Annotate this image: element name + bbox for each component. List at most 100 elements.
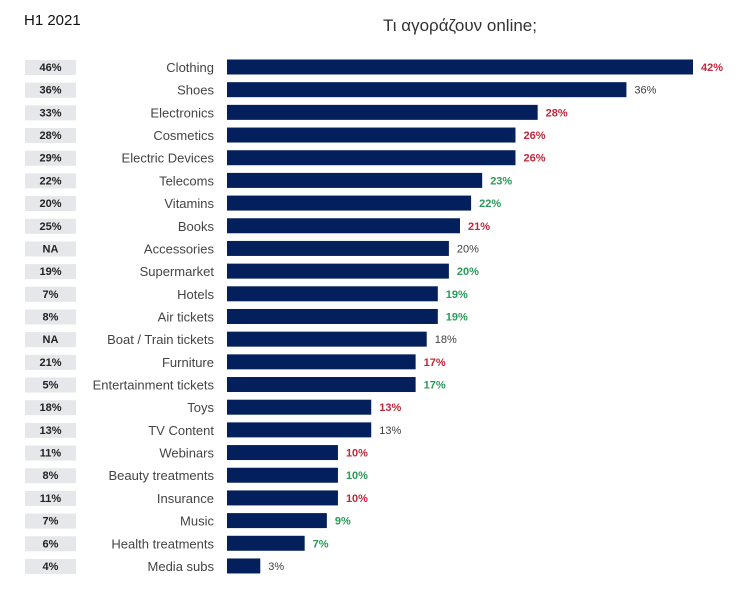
previous-value-label: 33% <box>39 107 61 119</box>
previous-value-box <box>25 196 76 212</box>
previous-value-box <box>25 445 76 461</box>
bar <box>227 127 516 143</box>
category-label: Hotels <box>177 287 214 302</box>
previous-value-box <box>25 490 76 506</box>
data-label: 21% <box>468 221 490 233</box>
bar <box>227 150 516 166</box>
bar <box>227 354 416 370</box>
category-label: Electronics <box>150 105 214 120</box>
previous-value-label: 11% <box>40 448 62 460</box>
previous-value-box <box>25 468 76 484</box>
previous-value-box <box>25 309 76 325</box>
data-label: 13% <box>379 425 401 437</box>
previous-value-label: NA <box>43 334 59 346</box>
previous-value-label: 13% <box>39 425 61 437</box>
category-label: Supermarket <box>140 264 215 279</box>
previous-value-box <box>25 354 76 370</box>
category-label: Electric Devices <box>122 151 215 166</box>
category-label: Health treatments <box>111 536 214 551</box>
category-label: Insurance <box>157 491 214 506</box>
data-label: 23% <box>490 175 512 187</box>
bar <box>227 59 693 75</box>
category-label: Webinars <box>159 446 214 461</box>
previous-value-label: 29% <box>39 153 61 165</box>
category-label: Vitamins <box>164 196 214 211</box>
previous-value-box <box>25 105 76 121</box>
previous-value-label: NA <box>43 243 59 255</box>
previous-value-label: 18% <box>39 402 61 414</box>
bar <box>227 195 472 211</box>
bar <box>227 467 338 483</box>
previous-value-box <box>25 241 76 257</box>
bar <box>227 104 538 120</box>
data-label: 17% <box>424 380 446 392</box>
previous-value-box <box>25 377 76 393</box>
previous-value-label: 25% <box>39 221 61 233</box>
bar <box>227 308 438 324</box>
data-label: 20% <box>457 243 479 255</box>
bar <box>227 422 372 438</box>
previous-value-box <box>25 513 76 529</box>
previous-value-label: 22% <box>39 175 61 187</box>
category-label: Cosmetics <box>153 128 214 143</box>
previous-value-label: 5% <box>43 380 59 392</box>
data-label: 7% <box>313 538 329 550</box>
category-label: TV Content <box>148 423 214 438</box>
data-label: 19% <box>446 311 468 323</box>
previous-value-label: 7% <box>43 289 59 301</box>
previous-value-box <box>25 286 76 302</box>
previous-value-box <box>25 536 76 552</box>
previous-value-box <box>25 218 76 234</box>
previous-value-box <box>25 332 76 348</box>
category-label: Media subs <box>148 559 215 574</box>
previous-value-label: 8% <box>43 311 59 323</box>
data-label: 26% <box>523 130 545 142</box>
bar <box>227 490 338 506</box>
bar <box>227 558 261 574</box>
bar <box>227 240 449 256</box>
bar <box>227 218 460 234</box>
previous-value-label: 11% <box>40 493 62 505</box>
previous-value-label: 6% <box>43 538 59 550</box>
category-label: Books <box>178 219 215 234</box>
category-label: Accessories <box>144 241 215 256</box>
bar <box>227 399 372 415</box>
previous-value-box <box>25 150 76 166</box>
data-label: 9% <box>335 516 351 528</box>
data-label: 28% <box>546 107 568 119</box>
category-label: Air tickets <box>158 309 215 324</box>
category-label: Clothing <box>166 60 214 75</box>
previous-value-label: 20% <box>39 198 61 210</box>
previous-value-box <box>25 173 76 189</box>
previous-value-label: 19% <box>39 266 61 278</box>
data-label: 22% <box>479 198 501 210</box>
category-label: Beauty treatments <box>109 468 215 483</box>
bar <box>227 263 449 279</box>
previous-value-label: 8% <box>43 470 59 482</box>
data-label: 18% <box>435 334 457 346</box>
category-label: Boat / Train tickets <box>107 332 214 347</box>
previous-value-box <box>25 60 76 75</box>
bar <box>227 331 427 347</box>
data-label: 10% <box>346 448 368 460</box>
bar <box>227 377 416 393</box>
bar <box>227 445 338 461</box>
previous-value-label: 7% <box>43 516 59 528</box>
data-label: 10% <box>346 470 368 482</box>
data-label: 42% <box>701 62 723 74</box>
previous-value-box <box>25 264 76 280</box>
previous-value-box <box>25 128 76 144</box>
data-label: 17% <box>424 357 446 369</box>
previous-value-box <box>25 400 76 416</box>
previous-value-label: 4% <box>43 561 59 573</box>
data-label: 19% <box>446 289 468 301</box>
data-label: 3% <box>268 561 284 573</box>
previous-value-box <box>25 422 76 438</box>
data-label: 10% <box>346 493 368 505</box>
previous-value-label: 46% <box>39 62 61 74</box>
previous-value-label: 21% <box>39 357 61 369</box>
period-label: H1 2021 <box>24 12 81 29</box>
chart-title: Τι αγοράζουν online; <box>383 16 537 35</box>
bar <box>227 513 327 529</box>
